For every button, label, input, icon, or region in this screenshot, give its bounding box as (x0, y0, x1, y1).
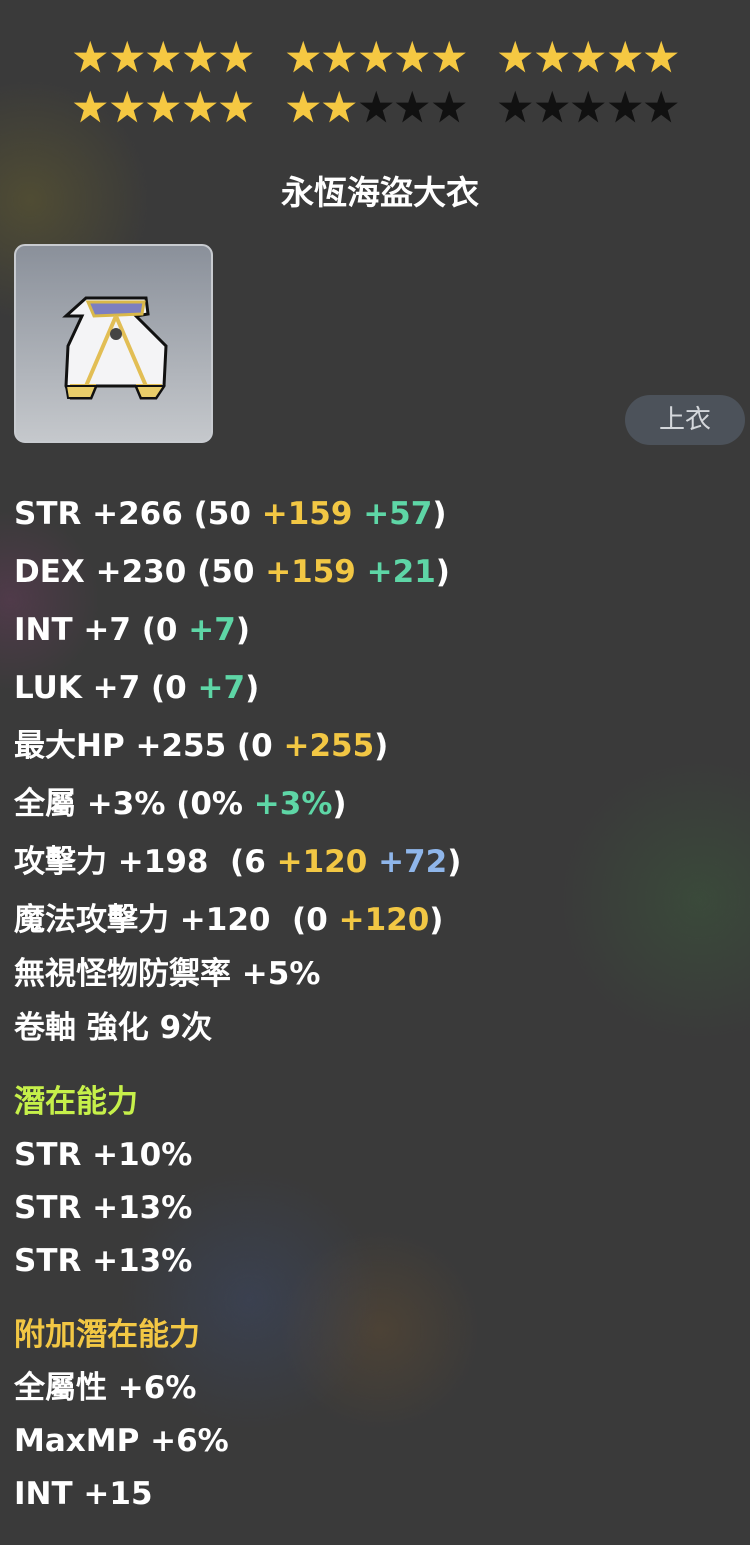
star-empty-icon (571, 90, 605, 123)
stat-line: INT +7 (0 +7) (14, 610, 250, 650)
star-filled-icon (286, 90, 320, 123)
star-filled-icon (498, 40, 532, 73)
star-force-rating (72, 32, 710, 132)
additional-potential-line: 全屬性 +6% (14, 1370, 197, 1406)
stat-line: DEX +230 (50 +159 +21) (14, 552, 450, 592)
potential-line: STR +10% (14, 1137, 193, 1173)
stat-segment: +159 (261, 496, 353, 532)
star-group (497, 39, 680, 75)
star-row (72, 32, 710, 82)
stat-segment: DEX +230 (50 (14, 554, 266, 590)
star-filled-icon (322, 90, 356, 123)
star-filled-icon (183, 40, 217, 73)
category-badge: 上衣 (625, 395, 745, 445)
stat-segment: 卷軸 強化 9次 (14, 1010, 213, 1046)
stat-segment: +120 (338, 902, 430, 938)
star-empty-icon (644, 90, 678, 123)
item-icon-frame (14, 244, 213, 443)
potential-line: STR +13% (14, 1190, 193, 1226)
additional-potential-header: 附加潛在能力 (14, 1317, 200, 1353)
stat-segment: ) (435, 554, 450, 590)
star-empty-icon (359, 90, 393, 123)
stat-segment: 無視怪物防禦率 +5% (14, 956, 321, 992)
stat-segment: INT +7 (0 (14, 612, 189, 648)
additional-potential-line: MaxMP +6% (14, 1423, 229, 1459)
star-empty-icon (608, 90, 642, 123)
potential-header: 潛在能力 (14, 1084, 138, 1120)
stat-segment: ) (374, 728, 389, 764)
stat-segment: 攻擊力 +198 (6 (14, 844, 277, 880)
stat-segment: 最大HP +255 (0 (14, 728, 284, 764)
stat-line: LUK +7 (0 +7) (14, 668, 259, 708)
stat-segment: LUK +7 (0 (14, 670, 198, 706)
stat-segment (367, 844, 378, 880)
star-filled-icon (571, 40, 605, 73)
star-filled-icon (73, 90, 107, 123)
stat-segment (352, 496, 363, 532)
stat-line: 卷軸 強化 9次 (14, 1008, 212, 1048)
star-filled-icon (359, 40, 393, 73)
stat-segment: +72 (378, 844, 448, 880)
stat-segment: 魔法攻擊力 +120 (0 (14, 902, 339, 938)
star-filled-icon (322, 40, 356, 73)
star-filled-icon (183, 90, 217, 123)
star-group (497, 89, 680, 125)
stat-segment: +120 (276, 844, 368, 880)
star-filled-icon (535, 40, 569, 73)
stat-segment: +255 (283, 728, 375, 764)
star-filled-icon (432, 40, 466, 73)
star-group (72, 39, 255, 75)
stat-line: 無視怪物防禦率 +5% (14, 954, 320, 994)
star-filled-icon (608, 40, 642, 73)
stat-line: 全屬 +3% (0% +3%) (14, 784, 347, 824)
star-filled-icon (644, 40, 678, 73)
stat-segment: ) (432, 496, 447, 532)
star-empty-icon (535, 90, 569, 123)
pirate-coat-icon (62, 296, 168, 400)
star-filled-icon (395, 40, 429, 73)
item-name: 永恆海盜大衣 (281, 173, 479, 212)
stat-segment: +7 (197, 670, 246, 706)
stat-segment: ) (235, 612, 251, 648)
star-row (72, 82, 710, 132)
stat-segment: ) (332, 786, 347, 822)
stat-segment: STR +266 (50 (14, 496, 262, 532)
star-filled-icon (219, 40, 253, 73)
potential-line: STR +13% (14, 1243, 193, 1279)
star-group (285, 39, 468, 75)
star-filled-icon (286, 40, 320, 73)
star-empty-icon (395, 90, 429, 123)
stat-segment: +57 (363, 496, 433, 532)
stat-line: 魔法攻擊力 +120 (0 +120) (14, 900, 443, 940)
stat-segment: +159 (265, 554, 356, 590)
star-filled-icon (73, 40, 107, 73)
star-empty-icon (432, 90, 466, 123)
stat-line: STR +266 (50 +159 +57) (14, 494, 447, 534)
stat-segment: ) (429, 902, 444, 938)
stat-segment: ) (447, 844, 462, 880)
star-filled-icon (146, 90, 180, 123)
star-filled-icon (110, 40, 144, 73)
star-filled-icon (219, 90, 253, 123)
star-empty-icon (498, 90, 532, 123)
stat-line: 最大HP +255 (0 +255) (14, 726, 388, 766)
stat-segment: +7 (188, 612, 236, 648)
star-filled-icon (146, 40, 180, 73)
star-group (285, 89, 468, 125)
stat-segment: ) (245, 670, 260, 706)
stat-segment: +3% (253, 786, 333, 822)
stat-segment: +21 (366, 554, 436, 590)
additional-potential-line: INT +15 (14, 1476, 153, 1512)
star-filled-icon (110, 90, 144, 123)
stat-segment (356, 554, 367, 590)
stat-segment: 全屬 +3% (0% (14, 786, 254, 822)
star-group (72, 89, 255, 125)
stat-line: 攻擊力 +198 (6 +120 +72) (14, 842, 461, 882)
